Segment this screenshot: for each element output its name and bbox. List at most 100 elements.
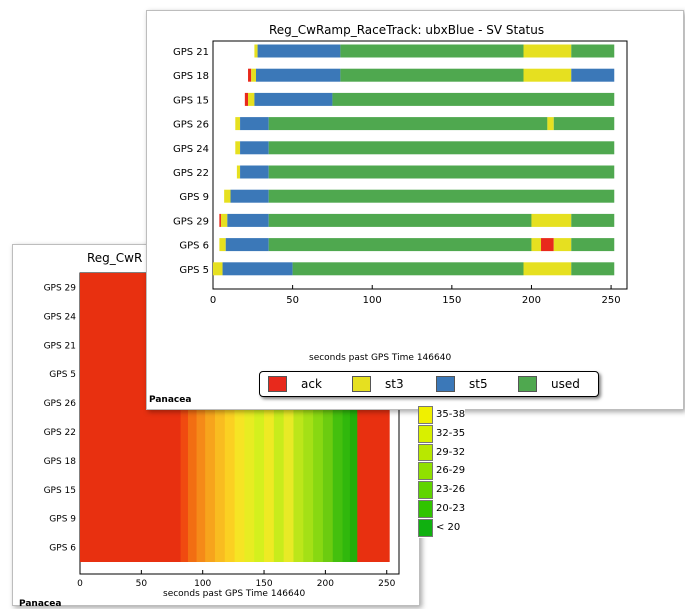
color-key-swatch	[418, 424, 433, 443]
status-bar-st3	[213, 262, 223, 276]
heatmap-cell	[234, 273, 245, 562]
heatmap-tick-label: GPS 21	[44, 341, 76, 351]
heatmap-cell	[214, 273, 226, 562]
status-bar-used	[292, 262, 524, 276]
color-key-swatch	[418, 518, 433, 537]
heatmap-brand: Panacea	[19, 599, 62, 609]
color-key-label: 32-35	[433, 424, 466, 443]
sv-status-xlabel: seconds past GPS Time 146640	[309, 353, 452, 363]
color-key-row: 26-29	[418, 462, 474, 482]
heatmap-tick-label: GPS 15	[44, 486, 76, 496]
color-key-label: 20-23	[433, 499, 466, 518]
status-bar-st3	[235, 117, 241, 131]
sv-tick-label: GPS 18	[173, 71, 209, 82]
heatmap-title: Reg_CwR	[87, 251, 143, 265]
status-bar-st5	[254, 92, 333, 106]
status-bar-st3	[523, 68, 572, 82]
heatmap-x-tick-label: 200	[317, 579, 334, 589]
color-key-label: 23-26	[433, 481, 466, 499]
status-bar-used	[571, 262, 615, 276]
sv-tick-label: GPS 9	[179, 192, 209, 203]
color-key-swatch	[418, 443, 433, 462]
sv-status-chart: GPS 21 GPS 18 GPS 15 GPS 26 GPS 24 GPS 22 GPS …	[173, 40, 628, 306]
heatmap-x-tick-label: 50	[136, 579, 148, 589]
status-bar-st5	[571, 68, 615, 82]
color-key-swatch	[418, 462, 433, 481]
heatmap-x-tick-label: 150	[255, 579, 272, 589]
legend-label: ack	[301, 377, 322, 391]
heatmap-cell	[303, 273, 314, 562]
status-bar-st5	[257, 44, 341, 58]
status-bar-used	[268, 141, 615, 155]
color-key-label: 29-32	[433, 443, 466, 462]
status-bar-used	[340, 44, 524, 58]
sv-x-tick-label: 50	[286, 295, 299, 306]
heatmap-cell	[273, 273, 285, 562]
heatmap-cell	[342, 273, 351, 562]
heatmap-color-key: 35-38 32-35 29-32 26-29 23-26 20-23 < 20	[418, 406, 474, 538]
heatmap-cell	[244, 273, 255, 562]
status-bar-used	[268, 213, 532, 227]
status-bar-st5	[225, 238, 269, 252]
legend-swatch	[352, 376, 371, 392]
color-key-swatch	[418, 406, 433, 424]
status-bar-used	[571, 213, 615, 227]
heatmap-cell	[196, 273, 206, 562]
sv-x-tick-label: 0	[210, 295, 216, 306]
legend-item-used: used	[518, 376, 580, 392]
heatmap-tick-label: GPS 29	[44, 283, 77, 293]
legend-swatch	[518, 376, 537, 392]
status-bar-st5	[240, 117, 269, 131]
legend-label: st5	[469, 377, 488, 391]
heatmap-cell	[313, 273, 324, 562]
heatmap-cell	[224, 273, 236, 562]
sv-status-brand: Panacea	[149, 395, 192, 405]
status-bar-st3	[553, 238, 572, 252]
legend-label: used	[551, 377, 580, 391]
status-bar-st3	[531, 238, 542, 252]
color-key-row: 23-26	[418, 481, 474, 500]
color-key-row: 20-23	[418, 499, 474, 519]
sv-status-panel: Reg_CwRamp_RaceTrack: ubxBlue - SV Statu…	[146, 10, 684, 410]
status-bar-used	[571, 238, 615, 252]
status-bar-ack	[219, 213, 221, 227]
sv-x-tick-label: 250	[602, 295, 621, 306]
heatmap-tick-label: GPS 5	[49, 370, 76, 380]
status-bar-used	[268, 189, 615, 203]
status-bar-st5	[230, 189, 269, 203]
status-bar-st3	[224, 189, 231, 203]
legend-label: st3	[385, 377, 404, 391]
status-bar-ack	[244, 92, 249, 106]
legend-item-st3: st3	[352, 376, 404, 392]
status-bar-st3	[254, 44, 258, 58]
sv-tick-label: GPS 5	[179, 265, 209, 276]
color-key-row: 32-35	[418, 424, 474, 444]
status-bar-used	[268, 238, 532, 252]
color-key-row: < 20	[418, 518, 474, 538]
status-bar-st3	[523, 44, 572, 58]
sv-tick-label: GPS 21	[173, 47, 209, 58]
heatmap-xlabel: seconds past GPS Time 146640	[163, 589, 306, 599]
legend-item-ack: ack	[268, 376, 322, 392]
status-bar-used	[571, 44, 615, 58]
status-bar-st5	[227, 213, 269, 227]
sv-tick-label: GPS 6	[179, 241, 209, 252]
status-bar-st3	[523, 262, 572, 276]
status-bar-st3	[531, 213, 572, 227]
heatmap-x-tick-label: 250	[378, 579, 395, 589]
sv-tick-label: GPS 24	[173, 144, 209, 155]
status-bar-st5	[222, 262, 293, 276]
heatmap-tick-label: GPS 22	[44, 428, 76, 438]
heatmap-cell	[254, 273, 265, 562]
legend-swatch	[436, 376, 455, 392]
sv-x-tick-label: 100	[363, 295, 382, 306]
heatmap-cell	[205, 273, 216, 562]
sv-x-tick-label: 200	[522, 295, 541, 306]
status-bar-st3	[248, 92, 255, 106]
heatmap-tick-label: GPS 18	[44, 457, 77, 467]
status-bar-st5	[255, 68, 341, 82]
status-bar-ack	[248, 68, 252, 82]
color-key-row: 35-38	[418, 406, 474, 425]
sv-x-tick-label: 150	[442, 295, 461, 306]
status-bar-used	[553, 117, 615, 131]
